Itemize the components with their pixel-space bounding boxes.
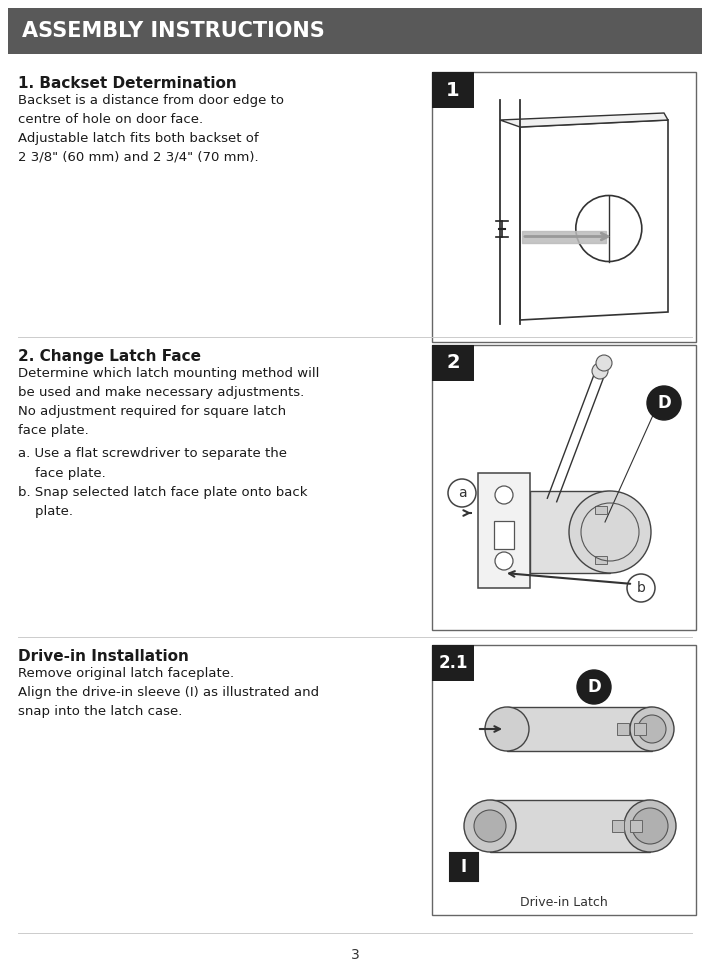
Bar [450,853,478,881]
Text: ASSEMBLY INSTRUCTIONS: ASSEMBLY INSTRUCTIONS [22,21,324,41]
Bar [595,556,607,564]
Text: 1: 1 [446,81,460,99]
Bar [617,723,629,735]
Circle shape [624,800,676,852]
Circle shape [577,670,611,704]
Bar [494,521,514,549]
Text: I: I [461,858,467,876]
Circle shape [592,363,608,379]
Bar [432,345,696,630]
Text: Remove original latch faceplate.
Align the drive-in sleeve (I) as illustrated an: Remove original latch faceplate. Align t… [18,667,319,718]
Bar [432,345,474,381]
Text: a: a [458,486,466,500]
Text: Drive-in Latch: Drive-in Latch [520,896,608,910]
Text: D: D [587,678,601,696]
Circle shape [596,355,612,371]
Bar [530,491,610,573]
Text: b: b [637,581,645,595]
Bar [630,820,642,832]
Circle shape [495,552,513,570]
Circle shape [569,491,651,573]
Bar [634,723,646,735]
Bar [595,506,607,514]
Text: 1. Backset Determination: 1. Backset Determination [18,76,236,91]
Bar [432,645,696,915]
Text: Backset is a distance from door edge to
centre of hole on door face.
Adjustable : Backset is a distance from door edge to … [18,94,284,164]
Text: 2. Change Latch Face: 2. Change Latch Face [18,349,201,364]
Bar [8,8,702,54]
Circle shape [464,800,516,852]
Text: D: D [657,394,671,412]
Circle shape [627,574,655,602]
Bar [432,72,696,342]
Text: 3: 3 [351,948,359,962]
Bar [490,800,650,852]
Bar [432,645,474,681]
Circle shape [647,386,681,420]
Polygon shape [520,120,668,320]
Circle shape [632,808,668,844]
Polygon shape [500,113,668,127]
Circle shape [485,707,529,751]
Text: 2.1: 2.1 [438,654,468,672]
Bar [612,820,624,832]
Text: a. Use a flat screwdriver to separate the
    face plate.
b. Snap selected latch: a. Use a flat screwdriver to separate th… [18,447,307,519]
Bar [432,72,474,108]
Bar [478,473,530,588]
Circle shape [495,486,513,504]
Text: 2: 2 [446,354,460,372]
Circle shape [638,715,666,743]
Circle shape [448,479,476,507]
Circle shape [474,810,506,842]
Circle shape [630,707,674,751]
Text: Drive-in Installation: Drive-in Installation [18,649,189,664]
Text: Determine which latch mounting method will
be used and make necessary adjustment: Determine which latch mounting method wi… [18,367,320,437]
Bar [507,707,652,751]
